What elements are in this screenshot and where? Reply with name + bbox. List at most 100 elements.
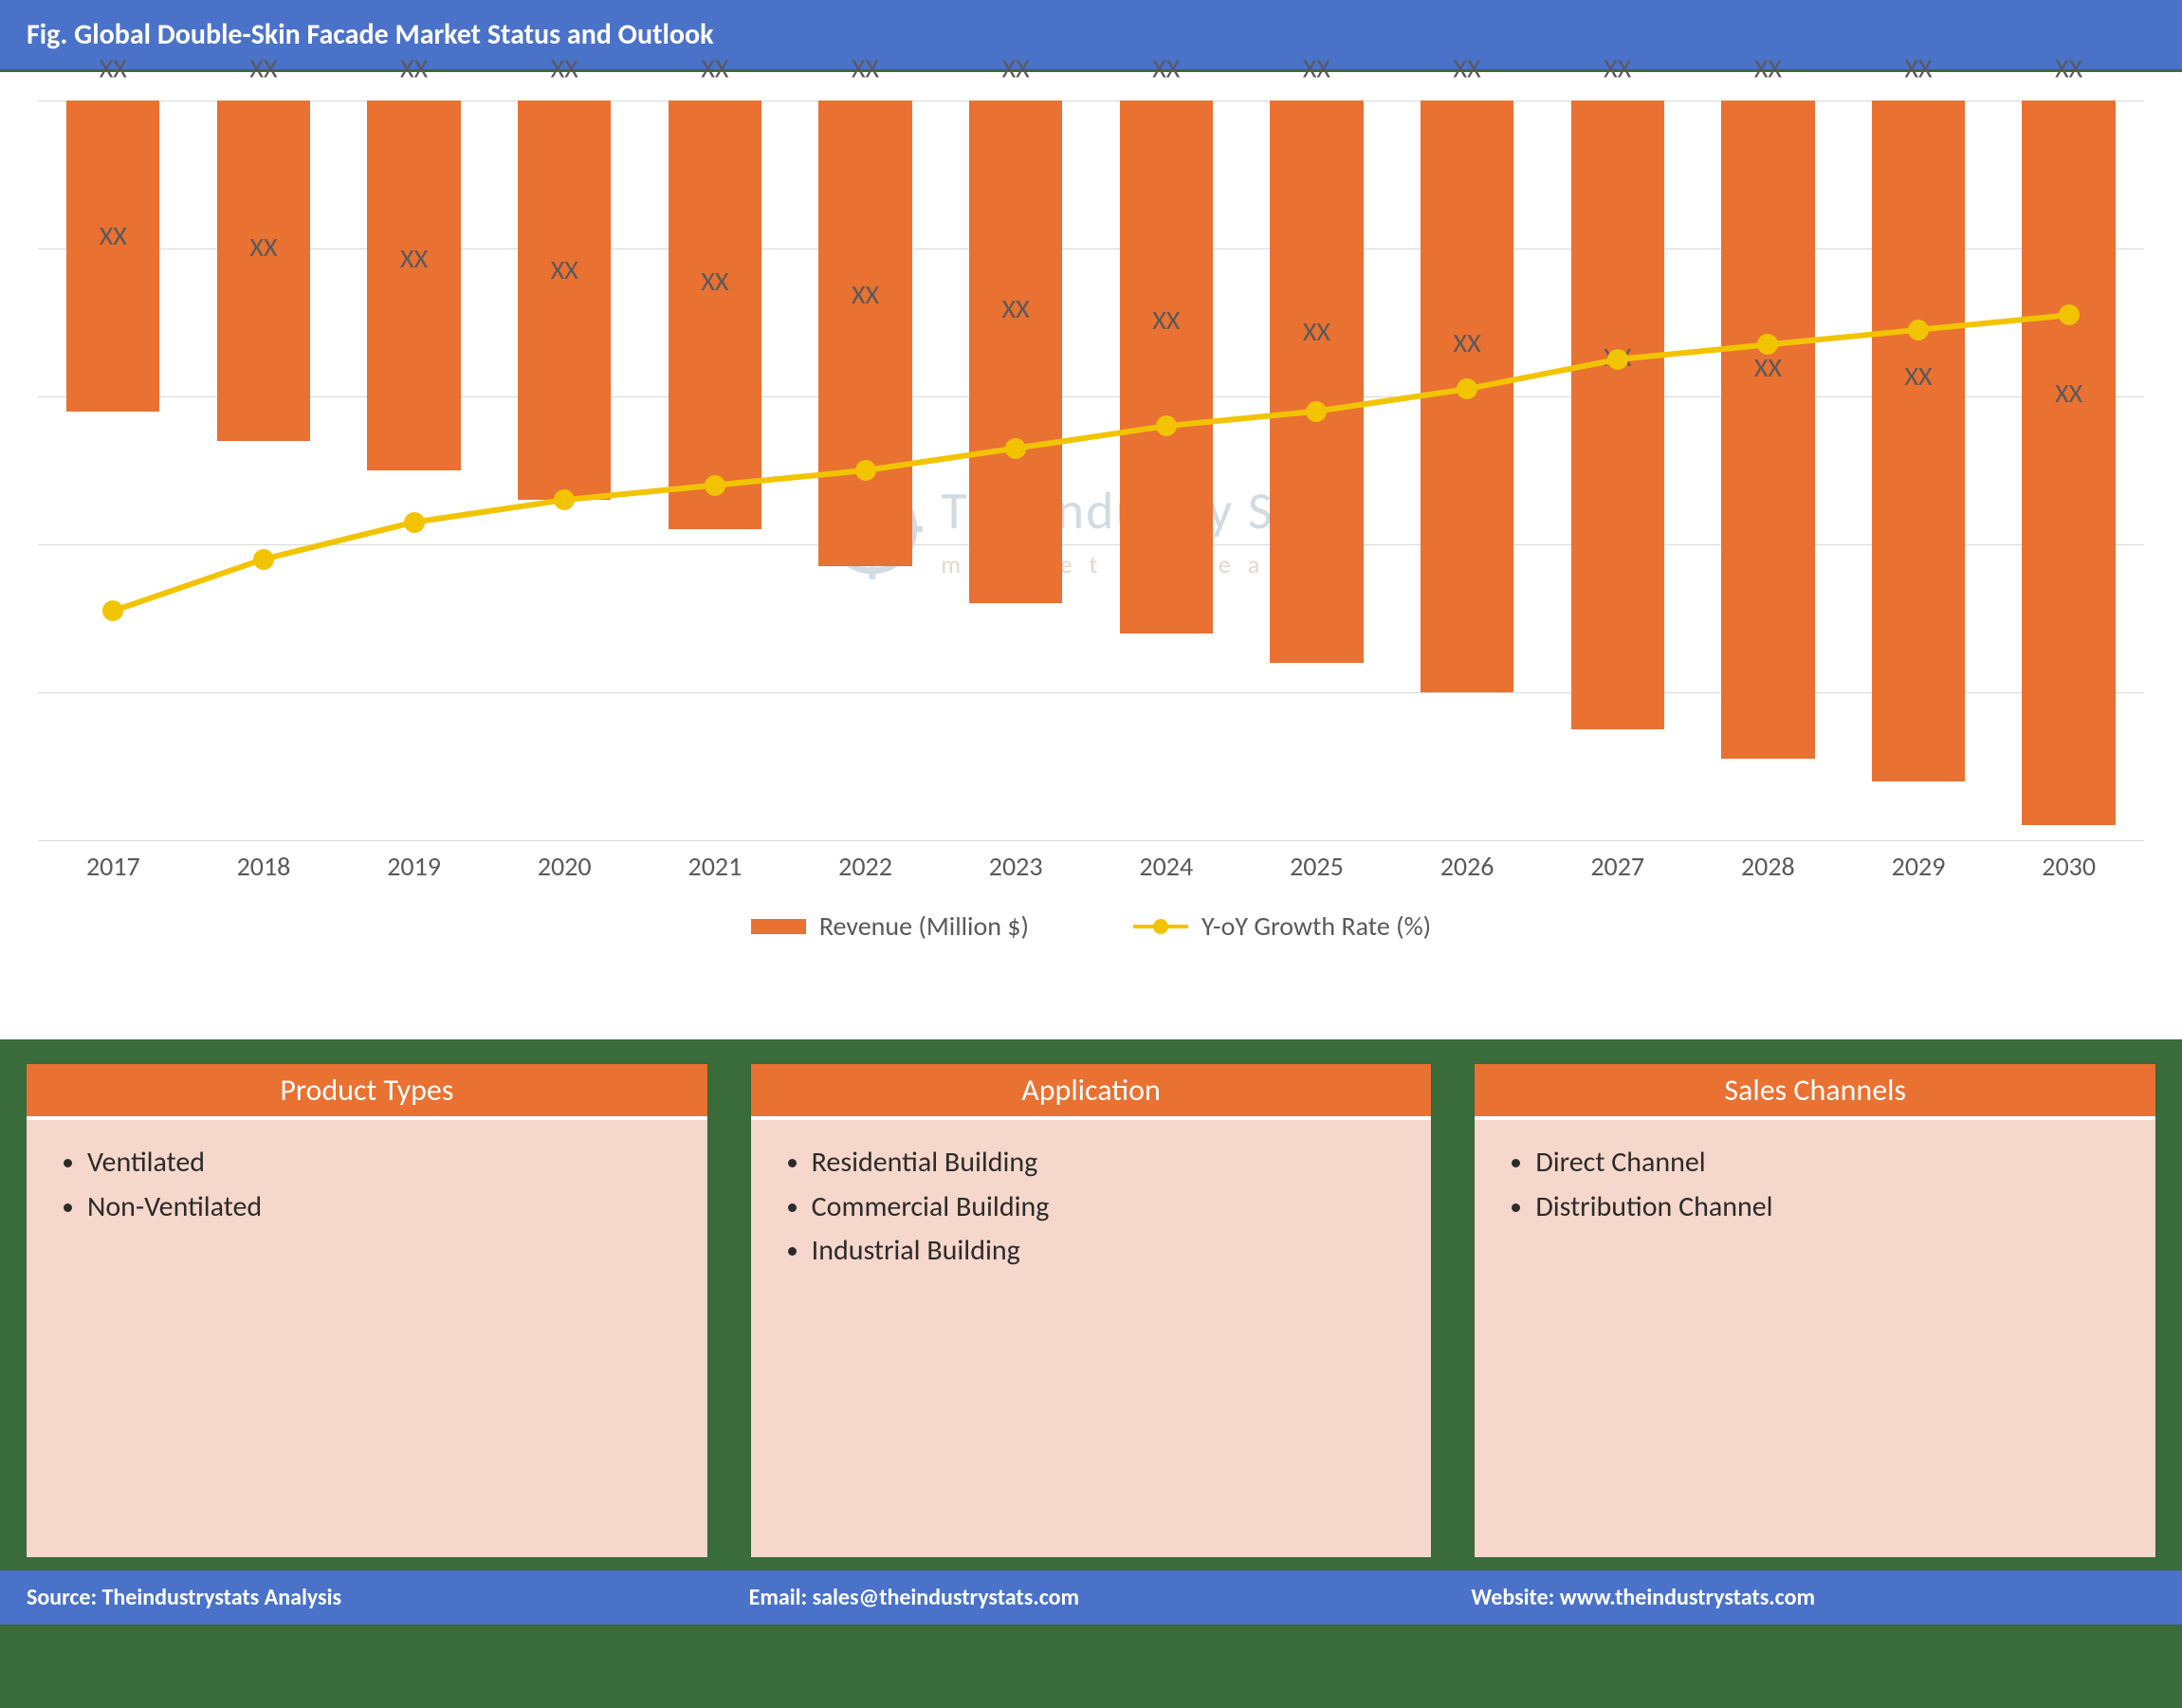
bar: XXXX: [969, 101, 1062, 603]
card-item: Ventilated: [87, 1141, 675, 1185]
bar: XXXX: [518, 101, 611, 500]
bar-column: XXXX: [1392, 101, 1543, 840]
card-item: Non-Ventilated: [87, 1185, 675, 1230]
bar-top-label: XX: [1002, 52, 1030, 85]
card-header: Product Types: [27, 1064, 707, 1120]
bar-top-label: XX: [1454, 52, 1481, 85]
footer-source: Source: Theindustrystats Analysis: [27, 1584, 711, 1611]
bar-value-label: XX: [100, 219, 127, 252]
chart-legend: Revenue (Million $) Y-oY Growth Rate (%): [38, 909, 2144, 943]
bar-column: XXXX: [941, 101, 1091, 840]
bar-top-label: XX: [852, 52, 879, 85]
bar-column: XXXX: [1542, 101, 1693, 840]
bar-top-label: XX: [551, 52, 578, 85]
bar-column: XXXX: [790, 101, 941, 840]
bar: XXXX: [1120, 101, 1213, 634]
cards-row: Product TypesVentilatedNon-VentilatedApp…: [0, 1039, 2182, 1570]
grid-line: [38, 840, 2144, 841]
footer-website: Website: www.theindustrystats.com: [1471, 1584, 2155, 1611]
bar-value-label: XX: [1152, 303, 1180, 337]
bar: XXXX: [669, 101, 761, 529]
bar-column: XXXX: [1693, 101, 1843, 840]
card-header: Sales Channels: [1475, 1064, 2155, 1120]
bar-top-label: XX: [701, 52, 728, 85]
card-body: Direct ChannelDistribution Channel: [1475, 1120, 2155, 1250]
bar-value-label: XX: [852, 278, 879, 311]
x-axis-label: 2027: [1542, 850, 1693, 883]
card-header: Application: [751, 1064, 1432, 1120]
bar-top-label: XX: [1303, 52, 1330, 85]
bar-value-label: XX: [2055, 376, 2082, 410]
bar-top-label: XX: [249, 52, 277, 85]
bar-top-label: XX: [1604, 52, 1631, 85]
bar-value-label: XX: [400, 242, 428, 275]
bar: XXXX: [367, 101, 460, 470]
x-axis-label: 2021: [640, 850, 791, 883]
x-axis-label: 2028: [1693, 850, 1843, 883]
x-axis-label: 2018: [189, 850, 339, 883]
bar: XXXX: [2022, 101, 2115, 825]
bars-container: XXXXXXXXXXXXXXXXXXXXXXXXXXXXXXXXXXXXXXXX…: [38, 101, 2144, 840]
bar-column: XXXX: [38, 101, 189, 840]
x-axis-label: 2022: [790, 850, 941, 883]
bar-value-label: XX: [1303, 315, 1330, 348]
info-card: Sales ChannelsDirect ChannelDistribution…: [1475, 1064, 2155, 1557]
bar-value-label: XX: [1454, 326, 1481, 359]
x-axis-label: 2017: [38, 850, 189, 883]
bar: XXXX: [818, 101, 911, 566]
x-axis-label: 2023: [941, 850, 1091, 883]
figure-frame: Fig. Global Double-Skin Facade Market St…: [0, 0, 2182, 1708]
bar: XXXX: [1270, 101, 1363, 663]
card-item: Industrial Building: [812, 1229, 1400, 1274]
bar-column: XXXX: [1843, 101, 1994, 840]
footer-email: Email: sales@theindustrystats.com: [749, 1584, 1434, 1611]
card-item: Commercial Building: [812, 1185, 1400, 1230]
x-axis-label: 2026: [1392, 850, 1543, 883]
bar-value-label: XX: [701, 265, 728, 298]
bar-column: XXXX: [1091, 101, 1241, 840]
figure-title: Fig. Global Double-Skin Facade Market St…: [0, 0, 2182, 72]
card-body: VentilatedNon-Ventilated: [27, 1120, 707, 1250]
bar-top-label: XX: [1152, 52, 1180, 85]
legend-line-label: Y-oY Growth Rate (%): [1201, 909, 1431, 943]
x-axis-label: 2025: [1241, 850, 1392, 883]
bar: XXXX: [1872, 101, 1965, 781]
bar: XXXX: [1421, 101, 1513, 692]
bar: XXXX: [66, 101, 159, 412]
bar-column: XXXX: [1993, 101, 2144, 840]
legend-swatch-line: [1133, 925, 1188, 928]
info-card: ApplicationResidential BuildingCommercia…: [751, 1064, 1432, 1557]
bar-column: XXXX: [1241, 101, 1392, 840]
x-axis-label: 2029: [1843, 850, 1994, 883]
bar-column: XXXX: [339, 101, 489, 840]
info-card: Product TypesVentilatedNon-Ventilated: [27, 1064, 707, 1557]
legend-item-growth: Y-oY Growth Rate (%): [1133, 909, 1431, 943]
legend-bar-label: Revenue (Million $): [819, 909, 1029, 943]
x-axis-label: 2030: [1993, 850, 2144, 883]
bar-value-label: XX: [551, 253, 578, 286]
x-axis-label: 2020: [489, 850, 640, 883]
card-item: Direct Channel: [1535, 1141, 2123, 1185]
bar-top-label: XX: [1754, 52, 1782, 85]
legend-item-revenue: Revenue (Million $): [751, 909, 1029, 943]
x-axis-label: 2019: [339, 850, 489, 883]
bar-top-label: XX: [2055, 52, 2082, 85]
bar-column: XXXX: [489, 101, 640, 840]
bar-value-label: XX: [1002, 292, 1030, 325]
card-item: Distribution Channel: [1535, 1185, 2123, 1230]
bar-value-label: XX: [1904, 359, 1932, 393]
bar: XXXX: [1721, 101, 1814, 759]
card-item: Residential Building: [812, 1141, 1400, 1185]
x-axis-labels: 2017201820192020202120222023202420252026…: [38, 850, 2144, 883]
bar: XXXX: [217, 101, 310, 441]
card-body: Residential BuildingCommercial BuildingI…: [751, 1120, 1432, 1295]
bar-value-label: XX: [1604, 340, 1631, 374]
plot-area: The Industry Stats market research XXXXX…: [38, 101, 2144, 840]
bar-value-label: XX: [249, 230, 277, 264]
bar-top-label: XX: [400, 52, 428, 85]
bar-column: XXXX: [640, 101, 791, 840]
bar-value-label: XX: [1754, 351, 1782, 384]
bar-top-label: XX: [100, 52, 127, 85]
bar: XXXX: [1571, 101, 1664, 729]
legend-swatch-bar: [751, 919, 806, 934]
